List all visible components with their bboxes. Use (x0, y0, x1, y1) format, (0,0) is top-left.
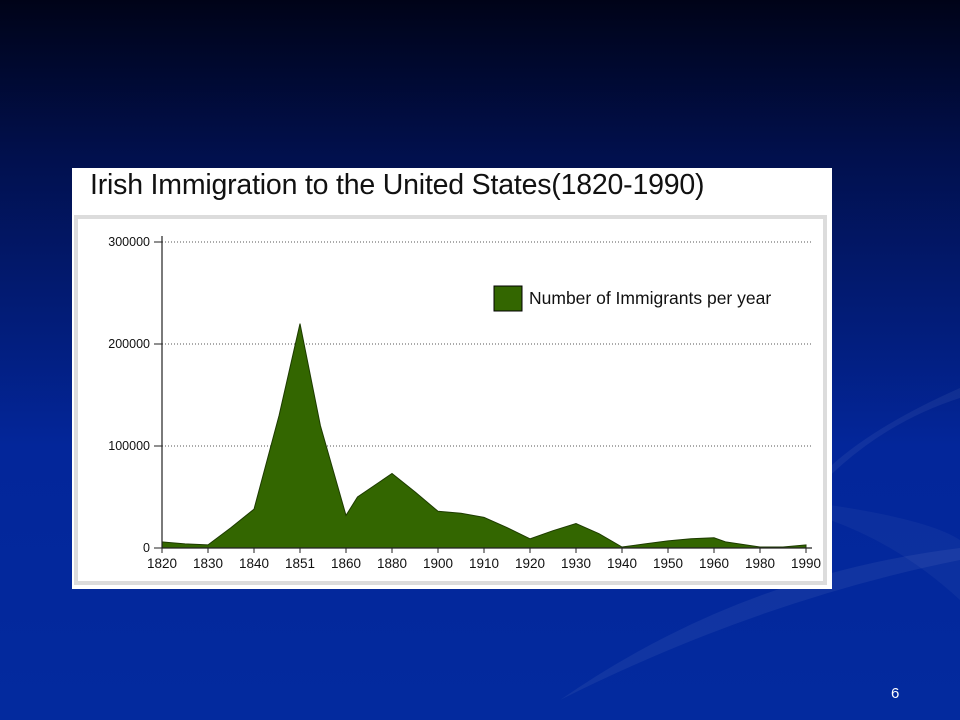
x-tick-label: 1920 (515, 556, 545, 571)
plot-frame: 0 100000 200000 300000 1820 1830 1840 1851 1860 1… (74, 215, 827, 585)
axis-layer: 0 100000 200000 300000 1820 1830 1840 1851 1860 1… (108, 235, 821, 571)
legend-label: Number of Immigrants per year (529, 288, 771, 308)
grid-layer (162, 241, 812, 447)
x-tick-label: 1851 (285, 556, 315, 571)
x-tick-label: 1960 (699, 556, 729, 571)
legend: Number of Immigrants per year (493, 285, 771, 312)
y-tick-label: 200000 (108, 337, 150, 351)
legend-swatch (493, 285, 523, 312)
x-tick-label: 1950 (653, 556, 683, 571)
chart-panel: Irish Immigration to the United States(1… (72, 168, 832, 589)
x-tick-label: 1840 (239, 556, 269, 571)
slide-number: 6 (891, 685, 900, 702)
x-tick-label: 1820 (147, 556, 177, 571)
x-tick-label: 1900 (423, 556, 453, 571)
chart-title: Irish Immigration to the United States(1… (90, 169, 705, 201)
x-tick-label: 1910 (469, 556, 499, 571)
y-tick-label: 100000 (108, 439, 150, 453)
y-tick-label: 300000 (108, 235, 150, 249)
x-tick-label: 1940 (607, 556, 637, 571)
x-tick-label: 1860 (331, 556, 361, 571)
x-tick-label: 1980 (745, 556, 775, 571)
x-tick-label: 1990 (791, 556, 821, 571)
area-chart: 0 100000 200000 300000 1820 1830 1840 1851 1860 1… (78, 219, 823, 581)
area-layer (161, 323, 807, 549)
x-tick-label: 1830 (193, 556, 223, 571)
y-tick-label: 0 (143, 541, 150, 555)
x-tick-label: 1880 (377, 556, 407, 571)
area-series-immigrants (161, 323, 807, 549)
x-tick-label: 1930 (561, 556, 591, 571)
